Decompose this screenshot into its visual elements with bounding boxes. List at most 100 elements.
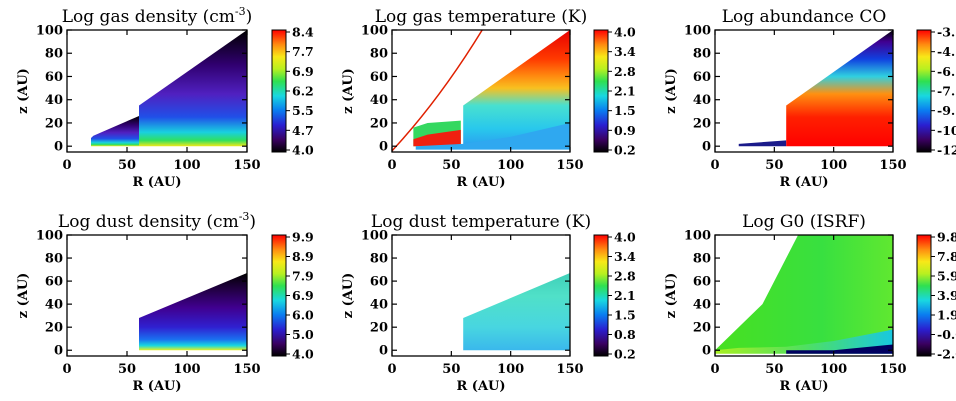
y-tick-label: 80 bbox=[370, 47, 388, 62]
y-tick-label: 20 bbox=[370, 321, 388, 336]
colorbar bbox=[916, 29, 932, 153]
x-tick-label: 150 bbox=[879, 158, 906, 173]
heatmap-region bbox=[139, 273, 247, 351]
y-tick-label: 20 bbox=[45, 116, 63, 131]
colorbar-tick-label: 4.0 bbox=[614, 230, 636, 245]
y-tick-label: 20 bbox=[370, 116, 388, 131]
x-tick-label: 100 bbox=[497, 158, 524, 173]
y-tick-label: 60 bbox=[370, 70, 388, 85]
panel-title-text: Log G0 (ISRF) bbox=[742, 212, 866, 232]
y-axis-label: z (AU) bbox=[16, 273, 31, 319]
y-tick-label: 100 bbox=[684, 24, 711, 39]
y-tick-label: 60 bbox=[370, 275, 388, 290]
y-tick-label: 80 bbox=[693, 47, 711, 62]
colorbar-tick-label: 8.4 bbox=[292, 25, 314, 40]
x-tick-label: 0 bbox=[62, 158, 71, 173]
panel-title-text: Log dust density (cm bbox=[58, 212, 239, 232]
colorbar-tick-label: 4.0 bbox=[292, 143, 314, 158]
colorbar-tick-label: 7.8 bbox=[937, 249, 956, 264]
y-tick-label: 20 bbox=[693, 321, 711, 336]
y-tick-label: 0 bbox=[54, 140, 63, 155]
panel-title-text: Log gas density (cm bbox=[62, 7, 235, 27]
panel-2: 0 50 100 150 0 20 40 60 80 100 R (AU) z (AU) Log gas… bbox=[341, 7, 636, 190]
panel-title: Log dust density (cm-3) bbox=[58, 210, 256, 232]
y-axis-label: z (AU) bbox=[341, 68, 356, 114]
y-tick-label: 80 bbox=[370, 252, 388, 267]
panel-3: 0 50 100 150 0 20 40 60 80 100 R (AU) z (AU) Log abu… bbox=[664, 7, 956, 190]
y-tick-label: 100 bbox=[361, 229, 388, 244]
outer-disk bbox=[786, 30, 893, 147]
panel-title-end: ) bbox=[249, 212, 256, 232]
inner-edge bbox=[413, 129, 461, 147]
heatmap-region bbox=[91, 30, 247, 147]
y-tick-label: 20 bbox=[45, 321, 63, 336]
colorbar-tick-label: -4.6 bbox=[937, 44, 956, 59]
colorbar-tick-label: 4.7 bbox=[292, 123, 314, 138]
x-tick-label: 0 bbox=[710, 158, 719, 173]
panel-title-text: Log dust temperature (K) bbox=[371, 212, 591, 232]
x-tick-label: 0 bbox=[387, 158, 396, 173]
midplane bbox=[715, 329, 893, 354]
heatmap-region bbox=[391, 29, 570, 152]
colorbar-tick-label: 0.2 bbox=[614, 143, 636, 158]
x-axis-label: R (AU) bbox=[779, 379, 828, 394]
y-tick-label: 100 bbox=[36, 229, 63, 244]
colorbar-tick-label: 3.4 bbox=[614, 249, 636, 264]
colorbar bbox=[593, 29, 609, 153]
plot-frame bbox=[391, 29, 571, 153]
colorbar-tick-label: 3.9 bbox=[937, 288, 956, 303]
y-tick-label: 0 bbox=[702, 344, 711, 359]
y-tick-label: 60 bbox=[693, 275, 711, 290]
panel-title-text: Log gas temperature (K) bbox=[375, 7, 588, 27]
y-tick-label: 0 bbox=[379, 344, 388, 359]
heatmap-region bbox=[738, 30, 893, 147]
y-tick-label: 100 bbox=[361, 24, 388, 39]
y-tick-label: 80 bbox=[45, 252, 63, 267]
x-axis-label: R (AU) bbox=[456, 379, 505, 394]
x-axis-label: R (AU) bbox=[132, 379, 181, 394]
plot-frame bbox=[714, 234, 894, 357]
colorbar-tick-label: 6.2 bbox=[292, 84, 314, 99]
colorbar-tick-label: -6.1 bbox=[937, 64, 956, 79]
x-tick-label: 50 bbox=[118, 158, 136, 173]
colorbar bbox=[271, 29, 287, 153]
colorbar-tick-label: -9.1 bbox=[937, 103, 956, 118]
panel-title: Log dust temperature (K) bbox=[371, 212, 591, 232]
field-region bbox=[715, 235, 893, 351]
y-axis-label: z (AU) bbox=[16, 68, 31, 114]
colorbar-tick-label: 9.9 bbox=[292, 230, 314, 245]
y-tick-label: 40 bbox=[370, 298, 388, 313]
x-axis-label: R (AU) bbox=[779, 175, 828, 190]
colorbar-tick-label: 0.8 bbox=[614, 327, 636, 342]
colorbar-tick-label: 4.0 bbox=[292, 347, 314, 362]
plot-frame bbox=[66, 29, 248, 153]
colorbar-tick-label: -7.6 bbox=[937, 84, 956, 99]
x-tick-label: 100 bbox=[820, 158, 847, 173]
x-tick-label: 150 bbox=[556, 362, 583, 377]
outer-disk bbox=[139, 273, 247, 351]
x-tick-label: 100 bbox=[497, 362, 524, 377]
colorbar-tick-label: 3.4 bbox=[614, 44, 636, 59]
colorbar-tick-label: 0.9 bbox=[614, 123, 636, 138]
x-tick-label: 0 bbox=[387, 362, 396, 377]
panel-title: Log gas temperature (K) bbox=[375, 7, 588, 27]
x-tick-label: 50 bbox=[442, 158, 460, 173]
shadow-region bbox=[786, 344, 893, 354]
colorbar-tick-label: 2.8 bbox=[614, 269, 636, 284]
y-tick-label: 40 bbox=[45, 298, 63, 313]
y-tick-label: 60 bbox=[45, 275, 63, 290]
y-tick-label: 60 bbox=[693, 70, 711, 85]
outer-disk bbox=[463, 30, 570, 147]
x-axis-label: R (AU) bbox=[456, 175, 505, 190]
heatmap-region bbox=[463, 273, 570, 351]
colorbar-tick-label: 7.9 bbox=[292, 269, 314, 284]
colorbar-tick-label: -0.0 bbox=[937, 327, 956, 342]
colorbar-tick-label: 6.9 bbox=[292, 64, 314, 79]
plot-frame bbox=[391, 234, 571, 357]
panel-title-superscript: -3 bbox=[235, 5, 246, 18]
colorbar-tick-label: 6.0 bbox=[292, 308, 314, 323]
x-tick-label: 0 bbox=[710, 362, 719, 377]
y-tick-label: 100 bbox=[684, 229, 711, 244]
colorbar-tick-label: 2.1 bbox=[614, 84, 636, 99]
x-tick-label: 50 bbox=[765, 362, 783, 377]
